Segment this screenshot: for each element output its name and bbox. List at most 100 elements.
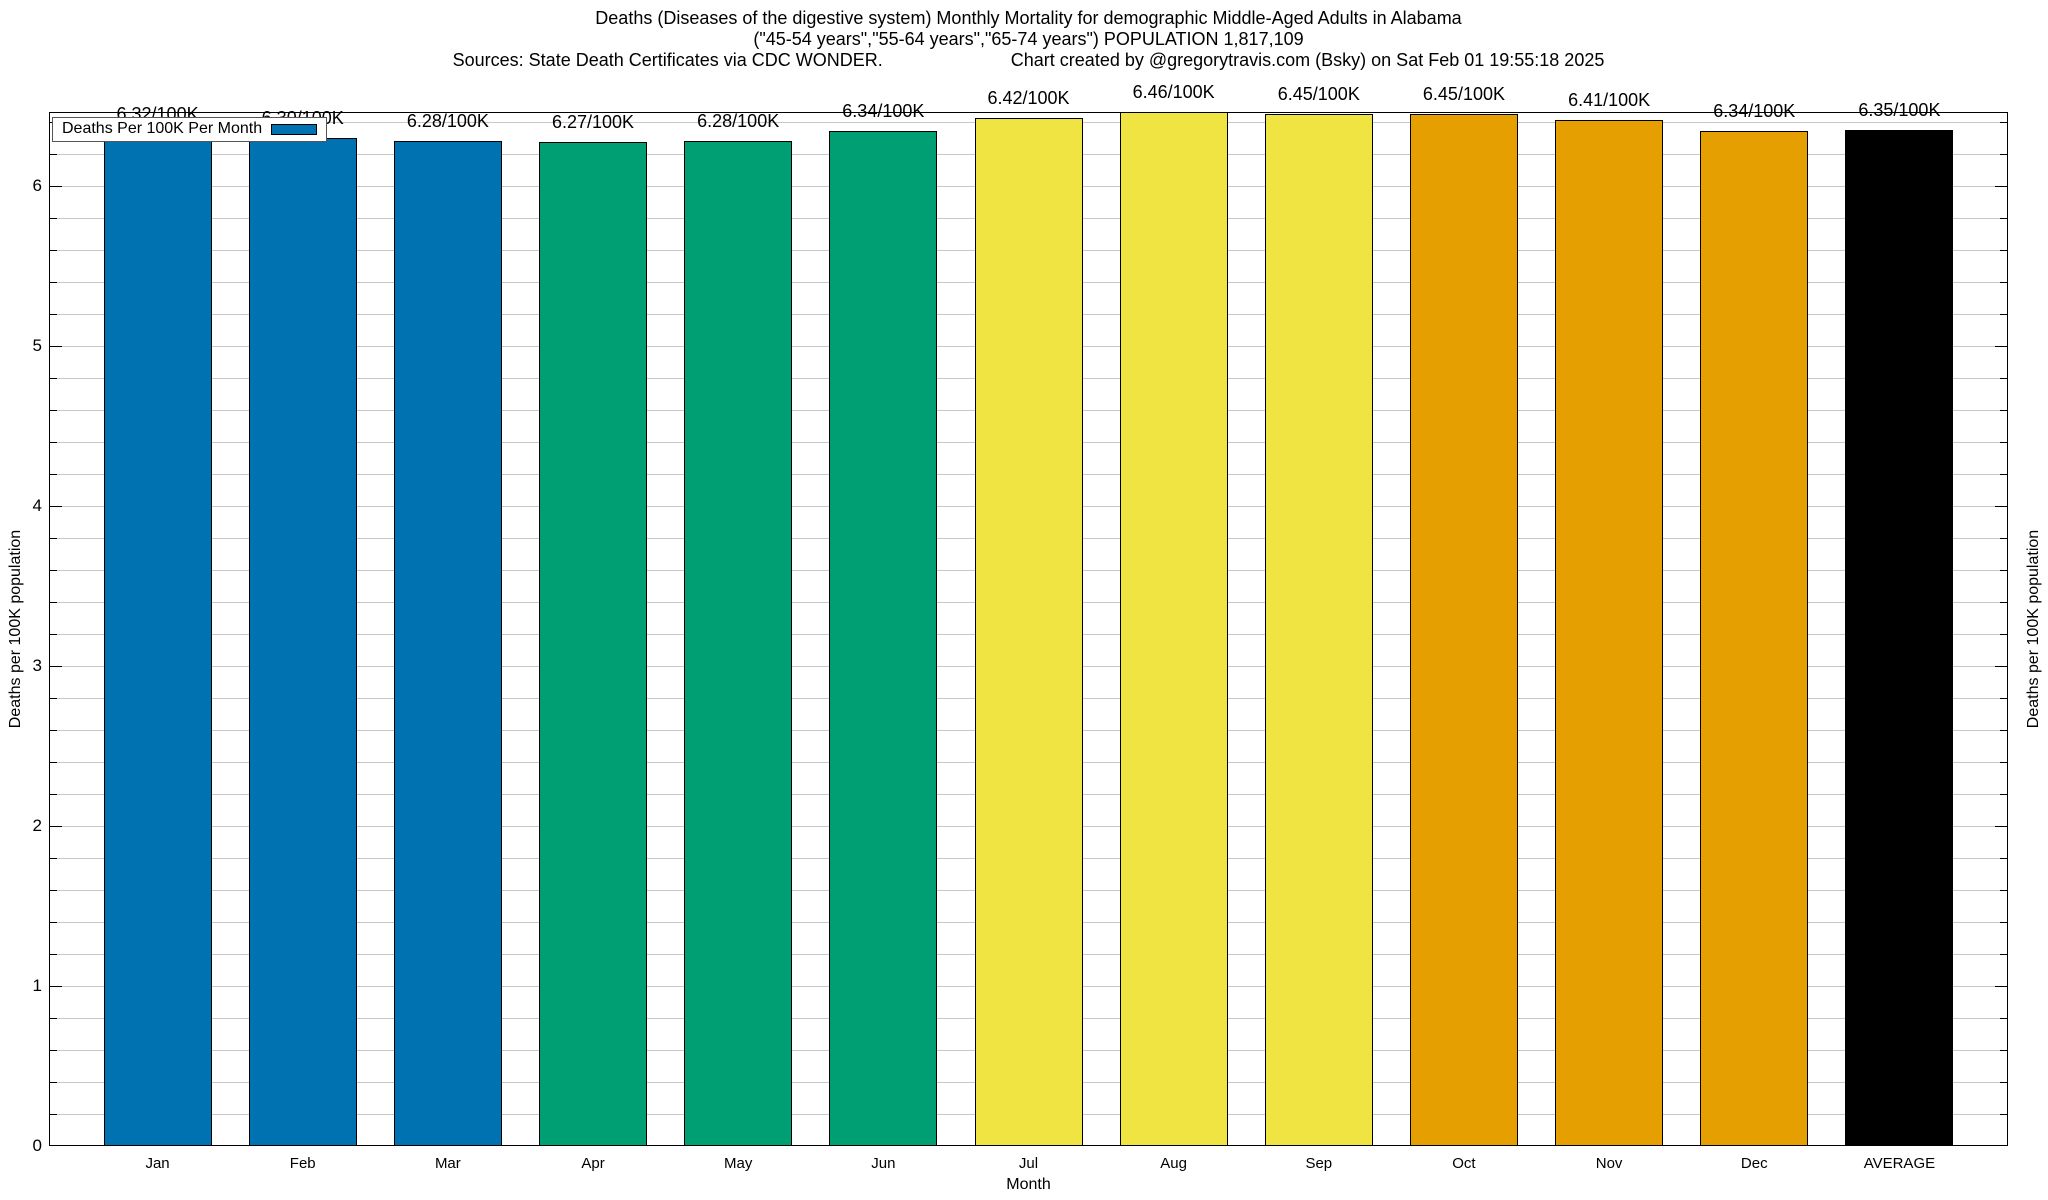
y-tick-mark bbox=[1995, 985, 2008, 987]
bar-value-label: 6.45/100K bbox=[1422, 83, 1505, 104]
y-tick-mark bbox=[2000, 1049, 2008, 1051]
y-tick-mark bbox=[49, 249, 57, 251]
x-tick-label: May bbox=[724, 1155, 753, 1172]
y-tick-mark bbox=[49, 377, 57, 379]
y-tick-mark bbox=[49, 505, 62, 507]
plot-area bbox=[49, 112, 2008, 1146]
y-tick-mark bbox=[2000, 569, 2008, 571]
y-tick-mark bbox=[49, 729, 57, 731]
y-tick-label: 1 bbox=[32, 975, 42, 995]
y-tick-label: 4 bbox=[32, 495, 42, 515]
y-tick-label: 0 bbox=[32, 1136, 42, 1155]
x-axis-label: Month bbox=[1006, 1176, 1051, 1193]
bar-may bbox=[684, 140, 793, 1146]
y-tick-mark bbox=[1995, 825, 2008, 827]
chart-title: Deaths (Diseases of the digestive system… bbox=[595, 8, 1462, 28]
x-tick-label: Mar bbox=[434, 1155, 461, 1172]
y-tick-mark bbox=[49, 793, 57, 795]
chart-subtitle: ("45-54 years","55-64 years","65-74 year… bbox=[753, 29, 1304, 49]
y-tick-label: 6 bbox=[32, 175, 42, 195]
y-tick-mark bbox=[1995, 665, 2008, 667]
x-tick-label: Feb bbox=[289, 1155, 316, 1172]
chart-credit: Chart created by @gregorytravis.com (Bsk… bbox=[1010, 50, 1605, 70]
y-tick-mark bbox=[1995, 505, 2008, 507]
bar-mar bbox=[393, 140, 502, 1146]
x-tick-label: AVERAGE bbox=[1863, 1155, 1936, 1172]
y-tick-mark bbox=[2000, 1081, 2008, 1083]
y-tick-mark bbox=[2000, 953, 2008, 955]
y-tick-mark bbox=[2000, 1017, 2008, 1019]
x-tick-label: Jun bbox=[871, 1155, 896, 1172]
y-tick-mark bbox=[49, 441, 57, 443]
y-tick-mark bbox=[49, 281, 57, 283]
y-tick-mark bbox=[2000, 313, 2008, 315]
x-tick-label: Sep bbox=[1305, 1155, 1333, 1172]
bar-value-label: 6.45/100K bbox=[1277, 83, 1360, 104]
y-tick-mark bbox=[2000, 121, 2008, 123]
bar-jul bbox=[974, 118, 1083, 1146]
y-tick-mark bbox=[49, 697, 57, 699]
y-tick-mark bbox=[2000, 857, 2008, 859]
y-tick-mark bbox=[49, 185, 62, 187]
y-tick-mark bbox=[2000, 601, 2008, 603]
x-tick-label: Oct bbox=[1452, 1155, 1476, 1172]
y-tick-mark bbox=[2000, 729, 2008, 731]
y-axis-label-right: Deaths per 100K population bbox=[2025, 529, 2042, 729]
chart-source-line: Sources: State Death Certificates via CD… bbox=[49, 50, 2008, 71]
y-tick-mark bbox=[49, 473, 57, 475]
y-tick-mark bbox=[49, 761, 57, 763]
y-tick-mark bbox=[49, 1049, 57, 1051]
y-tick-mark bbox=[2000, 281, 2008, 283]
y-tick-mark bbox=[1995, 345, 2008, 347]
y-tick-mark bbox=[49, 953, 57, 955]
bar-jun bbox=[829, 131, 938, 1146]
y-tick-mark bbox=[2000, 1113, 2008, 1115]
x-tick-label: Jul bbox=[1018, 1155, 1039, 1172]
y-tick-mark bbox=[49, 153, 57, 155]
y-tick-mark bbox=[2000, 249, 2008, 251]
bar-oct bbox=[1409, 113, 1518, 1146]
y-tick-mark bbox=[49, 985, 62, 987]
y-tick-mark bbox=[2000, 217, 2008, 219]
y-tick-mark bbox=[49, 633, 57, 635]
x-tick-label: Dec bbox=[1740, 1155, 1768, 1172]
chart-header: Deaths (Diseases of the digestive system… bbox=[49, 8, 2008, 71]
y-tick-mark bbox=[2000, 761, 2008, 763]
y-tick-mark bbox=[49, 1113, 57, 1115]
y-tick-mark bbox=[2000, 441, 2008, 443]
legend-swatch-icon bbox=[271, 123, 318, 135]
x-tick-label: Jan bbox=[145, 1155, 170, 1172]
y-tick-mark bbox=[49, 409, 57, 411]
x-tick-label: Nov bbox=[1595, 1155, 1623, 1172]
y-tick-mark bbox=[49, 1017, 57, 1019]
bar-jan bbox=[103, 134, 212, 1146]
y-tick-mark bbox=[49, 665, 62, 667]
y-tick-mark bbox=[49, 601, 57, 603]
y-tick-mark bbox=[49, 569, 57, 571]
y-tick-mark bbox=[2000, 921, 2008, 923]
bar-apr bbox=[539, 142, 648, 1146]
y-tick-mark bbox=[49, 313, 57, 315]
bar-value-label: 6.41/100K bbox=[1568, 90, 1651, 110]
chart-sources: Sources: State Death Certificates via CD… bbox=[452, 50, 883, 70]
y-tick-mark bbox=[1995, 185, 2008, 187]
y-tick-mark bbox=[2000, 537, 2008, 539]
bar-nov bbox=[1555, 120, 1664, 1146]
legend: Deaths Per 100K Per Month bbox=[52, 117, 328, 142]
y-tick-mark bbox=[2000, 377, 2008, 379]
bar-aug bbox=[1119, 112, 1228, 1146]
y-tick-mark bbox=[2000, 409, 2008, 411]
legend-label: Deaths Per 100K Per Month bbox=[62, 120, 263, 137]
bar-sep bbox=[1264, 113, 1373, 1146]
y-tick-mark bbox=[49, 825, 62, 827]
y-tick-mark bbox=[49, 217, 57, 219]
y-tick-label: 2 bbox=[32, 815, 42, 835]
bar-feb bbox=[248, 137, 357, 1146]
y-tick-mark bbox=[2000, 697, 2008, 699]
y-tick-label: 5 bbox=[32, 335, 42, 355]
y-tick-mark bbox=[2000, 473, 2008, 475]
y-tick-mark bbox=[49, 345, 62, 347]
bar-value-label: 6.46/100K bbox=[1132, 82, 1215, 102]
y-tick-mark bbox=[49, 1081, 57, 1083]
